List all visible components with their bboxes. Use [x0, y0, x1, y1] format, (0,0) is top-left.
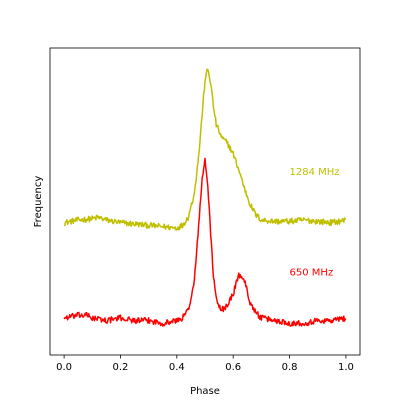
series-line-1284-mhz	[63, 68, 347, 231]
series-layer: 1284 MHz 650 MHz	[63, 68, 347, 327]
x-axis-label: Phase	[190, 386, 220, 397]
y-axis-label: Frequency	[33, 176, 44, 228]
axes-layer: 0.0 0.2 0.4 0.6 0.8 1.0 Phase Frequency	[33, 47, 361, 397]
plot-frame	[49, 47, 361, 356]
x-tick-label: 0.6	[225, 362, 241, 373]
series-label-1284-mhz: 1284 MHz	[290, 167, 340, 178]
series-line-650-mhz	[63, 157, 347, 327]
x-tick-label: 0.4	[169, 362, 185, 373]
series-label-650-mhz: 650 MHz	[290, 268, 334, 279]
x-tick-label: 1.0	[338, 362, 354, 373]
x-tick-label: 0.2	[113, 362, 129, 373]
x-tick-label: 0.8	[282, 362, 298, 373]
x-tick-label: 0.0	[56, 362, 72, 373]
